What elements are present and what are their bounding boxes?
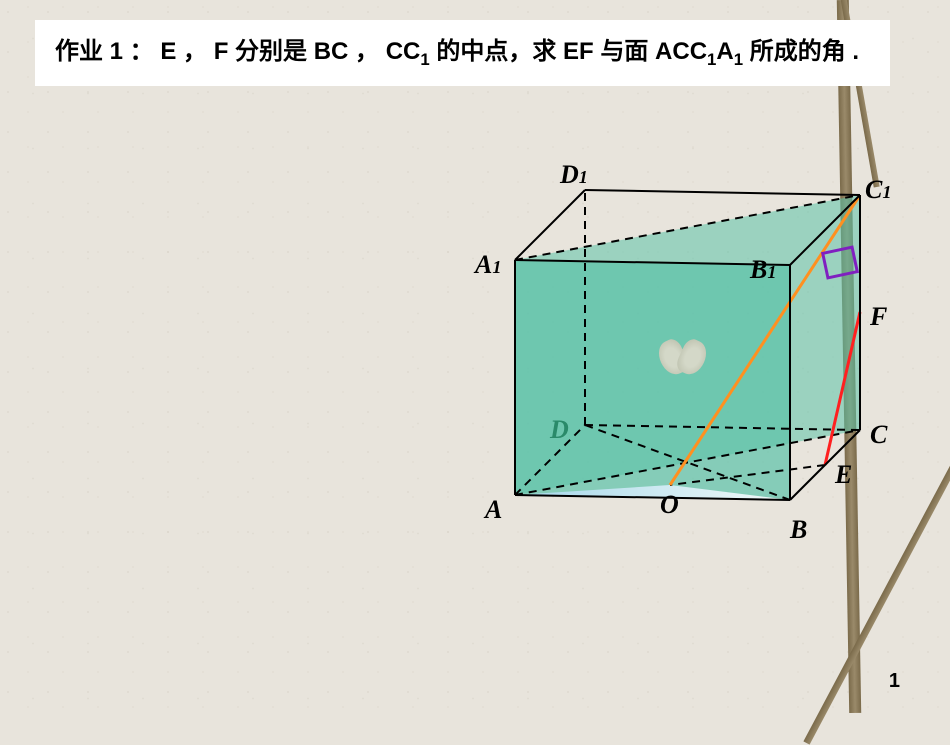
vertex-label-C1: C1 (865, 175, 891, 205)
problem-text-2: 的中点，求 EF 与面 ACC (430, 38, 707, 65)
butterfly-decoration (655, 340, 715, 390)
page-number: 1 (889, 670, 900, 693)
problem-text-4: 所成的角 . (743, 38, 859, 65)
problem-text-3: A (716, 38, 733, 65)
vertex-label-O: O (660, 490, 679, 520)
vertex-label-E: E (835, 460, 852, 490)
vertex-label-B1: B1 (750, 255, 776, 285)
vertex-label-D1: D1 (560, 160, 588, 190)
vertex-label-D: D (550, 415, 569, 445)
vertex-label-B: B (790, 515, 807, 545)
vertex-label-F: F (870, 302, 887, 332)
vertex-label-A: A (485, 495, 502, 525)
vertex-label-A1: A1 (475, 250, 501, 280)
problem-sub-1: 1 (420, 50, 429, 69)
cube-diagram: A B C D A1 B1 C1 D1 E F O (470, 150, 890, 550)
problem-text-1: 作业 1 ： E ， F 分别是 BC ， CC (55, 38, 420, 65)
problem-statement: 作业 1 ： E ， F 分别是 BC ， CC1 的中点，求 EF 与面 AC… (35, 20, 890, 86)
vertex-label-C: C (870, 420, 887, 450)
problem-sub-2: 1 (707, 50, 716, 69)
problem-sub-3: 1 (734, 50, 743, 69)
